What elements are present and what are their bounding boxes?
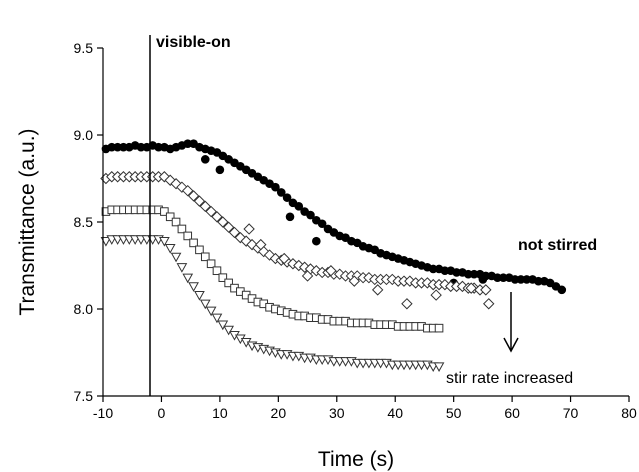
data-point [218, 273, 228, 282]
data-point [199, 200, 211, 213]
x-tick-label: 30 [329, 405, 345, 421]
data-point [421, 277, 434, 289]
data-point [465, 282, 477, 294]
y-axis-title: Transmittance (a.u.) [16, 128, 39, 315]
data-point [211, 211, 223, 223]
data-point [100, 237, 112, 247]
series-open-square [101, 205, 444, 333]
data-point [255, 238, 267, 251]
annotations: visible-on not stirred stir rate increas… [149, 34, 597, 396]
data-point [199, 299, 211, 310]
data-point [278, 252, 290, 265]
data-point [158, 171, 171, 183]
data-point [164, 244, 176, 254]
data-point [480, 284, 492, 296]
data-point [211, 313, 223, 324]
data-point [222, 221, 235, 233]
data-point [224, 278, 233, 288]
data-point [434, 323, 444, 333]
data-point [194, 290, 205, 301]
data-point [430, 289, 442, 301]
data-point [217, 216, 229, 228]
data-point [228, 226, 241, 239]
data-point [306, 210, 315, 220]
data-point [183, 231, 193, 241]
data-point [282, 193, 292, 202]
data-point [165, 212, 175, 222]
data-point [177, 224, 187, 234]
data-point [195, 245, 204, 255]
annotation-not-stirred: not stirred [518, 237, 597, 254]
annotation-stir-rate: stir rate increased [446, 370, 573, 387]
data-point [189, 238, 198, 248]
x-tick-label: 80 [621, 405, 637, 421]
series-open-triangle-down [100, 235, 445, 372]
data-point [205, 306, 217, 317]
axes: -10 0 10 20 30 40 50 60 70 80 7.5 8.0 8.5 9.0 9.5 Time … [16, 40, 637, 471]
data-point [193, 195, 206, 207]
x-tick-label: 50 [446, 405, 462, 421]
data-point [170, 178, 182, 190]
data-point [317, 219, 327, 229]
data-point [301, 270, 314, 282]
data-point [312, 236, 321, 246]
data-point [557, 285, 567, 295]
stir-arrow-head [503, 337, 519, 353]
data-point [433, 362, 445, 372]
y-tick-label: 9.5 [74, 40, 94, 56]
data-point [217, 320, 229, 331]
x-tick-label: -10 [93, 405, 113, 421]
x-tick-label: 60 [504, 405, 520, 421]
data-point [176, 263, 188, 273]
y-tick-label: 7.5 [74, 388, 94, 404]
x-tick-label: 40 [387, 405, 403, 421]
x-tick-label: 10 [212, 405, 228, 421]
data-point [276, 188, 286, 197]
data-point [170, 252, 182, 263]
series-filled-circle [101, 139, 567, 295]
data-point [215, 165, 225, 175]
annotation-visible-on: visible-on [156, 34, 231, 51]
x-tick-label: 70 [563, 405, 579, 421]
x-tick-label: 0 [158, 405, 166, 421]
data-point [206, 259, 216, 269]
data-point [325, 265, 337, 277]
data-point [205, 205, 217, 218]
y-tick-label: 8.0 [74, 301, 94, 317]
data-point [285, 212, 295, 222]
data-point [212, 266, 222, 276]
data-point [200, 252, 210, 262]
data-point [223, 325, 235, 336]
data-point [483, 298, 495, 310]
data-point [243, 223, 255, 235]
data-point [294, 202, 304, 211]
data-marks [100, 139, 567, 372]
data-point [401, 298, 413, 310]
data-point [348, 275, 361, 287]
data-point [263, 249, 276, 261]
data-point [188, 282, 199, 292]
data-point [160, 207, 169, 216]
data-point [187, 190, 200, 202]
data-point [182, 184, 194, 197]
y-tick-label: 9.0 [74, 127, 94, 143]
data-point [171, 217, 181, 227]
y-tick-label: 8.5 [74, 214, 94, 230]
data-point [293, 259, 305, 272]
x-tick-label: 20 [271, 405, 287, 421]
x-axis-title: Time (s) [318, 448, 394, 471]
data-point [182, 273, 194, 284]
data-point [371, 284, 384, 296]
data-point [478, 275, 488, 284]
series-open-diamond [100, 171, 495, 310]
data-point [159, 237, 170, 247]
data-point [271, 182, 280, 192]
data-point [240, 235, 252, 247]
data-point [200, 155, 210, 164]
